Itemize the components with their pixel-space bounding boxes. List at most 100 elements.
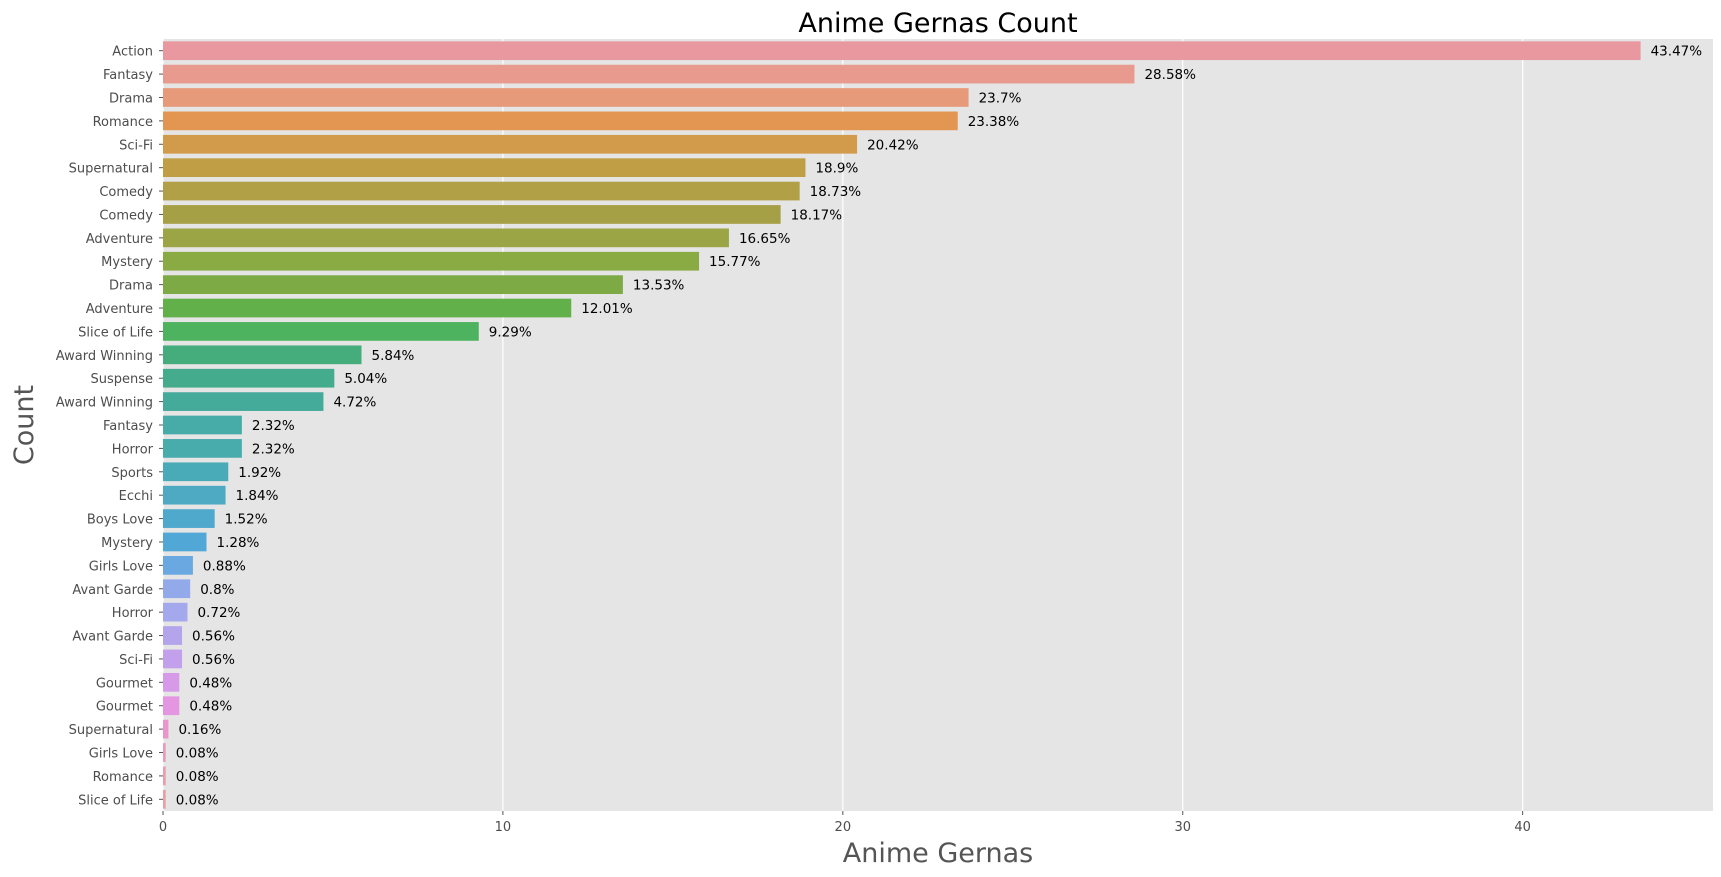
bar: [163, 462, 229, 482]
data-label: 0.08%: [176, 769, 219, 785]
y-tick-label: Comedy: [99, 208, 153, 223]
data-label: 1.84%: [236, 488, 279, 504]
bar: [163, 134, 858, 154]
bar: [163, 205, 781, 224]
data-label: 0.08%: [176, 792, 219, 808]
bar: [163, 532, 207, 552]
bar: [163, 181, 800, 201]
y-tick-label: Ecchi: [119, 489, 153, 504]
data-label: 5.84%: [372, 348, 415, 364]
x-axis-label: Anime Gernas: [843, 838, 1033, 869]
y-tick-label: Suspense: [90, 372, 153, 387]
bar: [163, 579, 191, 599]
y-tick-label: Horror: [112, 606, 154, 621]
y-tick-label: Mystery: [101, 536, 153, 551]
bar: [163, 368, 335, 388]
data-label: 4.72%: [333, 395, 376, 411]
data-label: 12.01%: [581, 301, 633, 317]
bar: [163, 672, 180, 692]
bar: [163, 789, 166, 809]
y-tick-label: Romance: [93, 115, 153, 130]
y-tick-label: Supernatural: [69, 162, 153, 177]
data-label: 0.48%: [189, 699, 232, 715]
bar: [163, 88, 969, 107]
x-tick-label: 40: [1514, 820, 1531, 835]
y-tick-label: Avant Garde: [72, 630, 153, 645]
bar: [163, 158, 806, 178]
x-tick-label: 20: [835, 820, 852, 835]
y-tick-label: Award Winning: [56, 396, 153, 411]
bar: [163, 228, 729, 248]
y-tick-label: Gourmet: [96, 676, 153, 691]
bar: [163, 696, 180, 716]
data-labels: 43.47% 28.58% 23.7% 23.38% 20.42% 18.9% 18.73%…: [176, 44, 1703, 809]
bar: [163, 649, 183, 669]
y-tick-label: Sports: [111, 466, 153, 481]
bar: [163, 602, 188, 622]
data-label: 0.8%: [200, 582, 234, 598]
data-label: 43.47%: [1651, 44, 1703, 60]
y-tick-label: Supernatural: [69, 723, 153, 738]
y-axis-label: Count: [9, 385, 40, 465]
bar: [163, 392, 324, 411]
y-tick-label: Girls Love: [89, 559, 153, 574]
y-tick-label: Gourmet: [96, 700, 153, 715]
bar: [163, 275, 623, 294]
bar: [163, 509, 215, 528]
data-label: 28.58%: [1144, 67, 1196, 83]
y-tick-label: Sci-Fi: [119, 653, 153, 668]
bar: [163, 485, 226, 505]
y-tick-label: Horror: [112, 442, 154, 457]
chart-title: Anime Gernas Count: [798, 8, 1077, 39]
y-tick-label: Boys Love: [87, 513, 153, 528]
bars: [163, 41, 1641, 809]
y-tick-label: Mystery: [101, 255, 153, 270]
data-label: 0.88%: [203, 558, 246, 574]
bar: [163, 766, 166, 786]
plot-area: [163, 39, 1713, 811]
bar: [163, 743, 166, 762]
data-label: 0.72%: [197, 605, 240, 621]
data-label: 1.52%: [225, 512, 268, 528]
y-tick-label: Fantasy: [103, 68, 153, 83]
data-label: 13.53%: [633, 278, 685, 294]
data-label: 20.42%: [867, 137, 919, 153]
data-label: 15.77%: [709, 254, 761, 270]
data-label: 18.9%: [815, 161, 858, 177]
data-label: 0.08%: [176, 746, 219, 762]
data-label: 0.16%: [178, 722, 221, 738]
bar: [163, 439, 242, 458]
x-tick-label: 30: [1174, 820, 1191, 835]
bar: [163, 556, 193, 575]
y-tick-label: Drama: [109, 91, 153, 106]
data-label: 0.56%: [192, 652, 235, 668]
bar: [163, 41, 1641, 61]
y-tick-label: Romance: [93, 770, 153, 785]
data-label: 23.38%: [968, 114, 1020, 130]
bar: [163, 111, 958, 131]
y-tick-label: Avant Garde: [72, 583, 153, 598]
data-label: 16.65%: [739, 231, 791, 247]
y-tick-label: Adventure: [86, 302, 153, 317]
bar: [163, 719, 169, 739]
data-label: 0.56%: [192, 629, 235, 645]
data-label: 2.32%: [252, 418, 295, 434]
y-tick-label: Adventure: [86, 232, 153, 247]
y-tick-label: Action: [112, 45, 153, 60]
x-tick-label: 0: [159, 820, 167, 835]
y-tick-label: Drama: [109, 279, 153, 294]
bar: [163, 298, 572, 318]
y-tick-label: Slice of Life: [78, 325, 153, 340]
data-label: 0.48%: [189, 675, 232, 691]
y-tick-labels: Action Fantasy Drama Romance Sci-Fi Supernatu…: [56, 45, 163, 808]
data-label: 18.17%: [791, 207, 843, 223]
y-tick-label: Fantasy: [103, 419, 153, 434]
y-tick-label: Sci-Fi: [119, 138, 153, 153]
y-tick-label: Girls Love: [89, 747, 153, 762]
bar: [163, 626, 183, 645]
data-label: 1.92%: [238, 465, 281, 481]
x-tick-label: 10: [495, 820, 512, 835]
data-label: 1.28%: [217, 535, 260, 551]
data-label: 23.7%: [979, 90, 1022, 106]
